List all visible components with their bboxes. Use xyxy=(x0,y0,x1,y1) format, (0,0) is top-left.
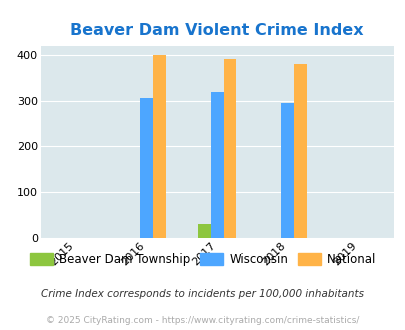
Bar xyxy=(281,103,294,238)
Bar xyxy=(153,55,165,238)
Bar xyxy=(294,63,306,238)
Bar xyxy=(223,58,236,238)
Text: Crime Index corresponds to incidents per 100,000 inhabitants: Crime Index corresponds to incidents per… xyxy=(41,289,364,299)
Bar xyxy=(140,98,153,238)
Text: © 2025 CityRating.com - https://www.cityrating.com/crime-statistics/: © 2025 CityRating.com - https://www.city… xyxy=(46,315,359,325)
Bar xyxy=(198,224,210,238)
Legend: Beaver Dam Township, Wisconsin, National: Beaver Dam Township, Wisconsin, National xyxy=(25,248,380,271)
Bar xyxy=(210,92,223,238)
Title: Beaver Dam Violent Crime Index: Beaver Dam Violent Crime Index xyxy=(70,23,363,38)
